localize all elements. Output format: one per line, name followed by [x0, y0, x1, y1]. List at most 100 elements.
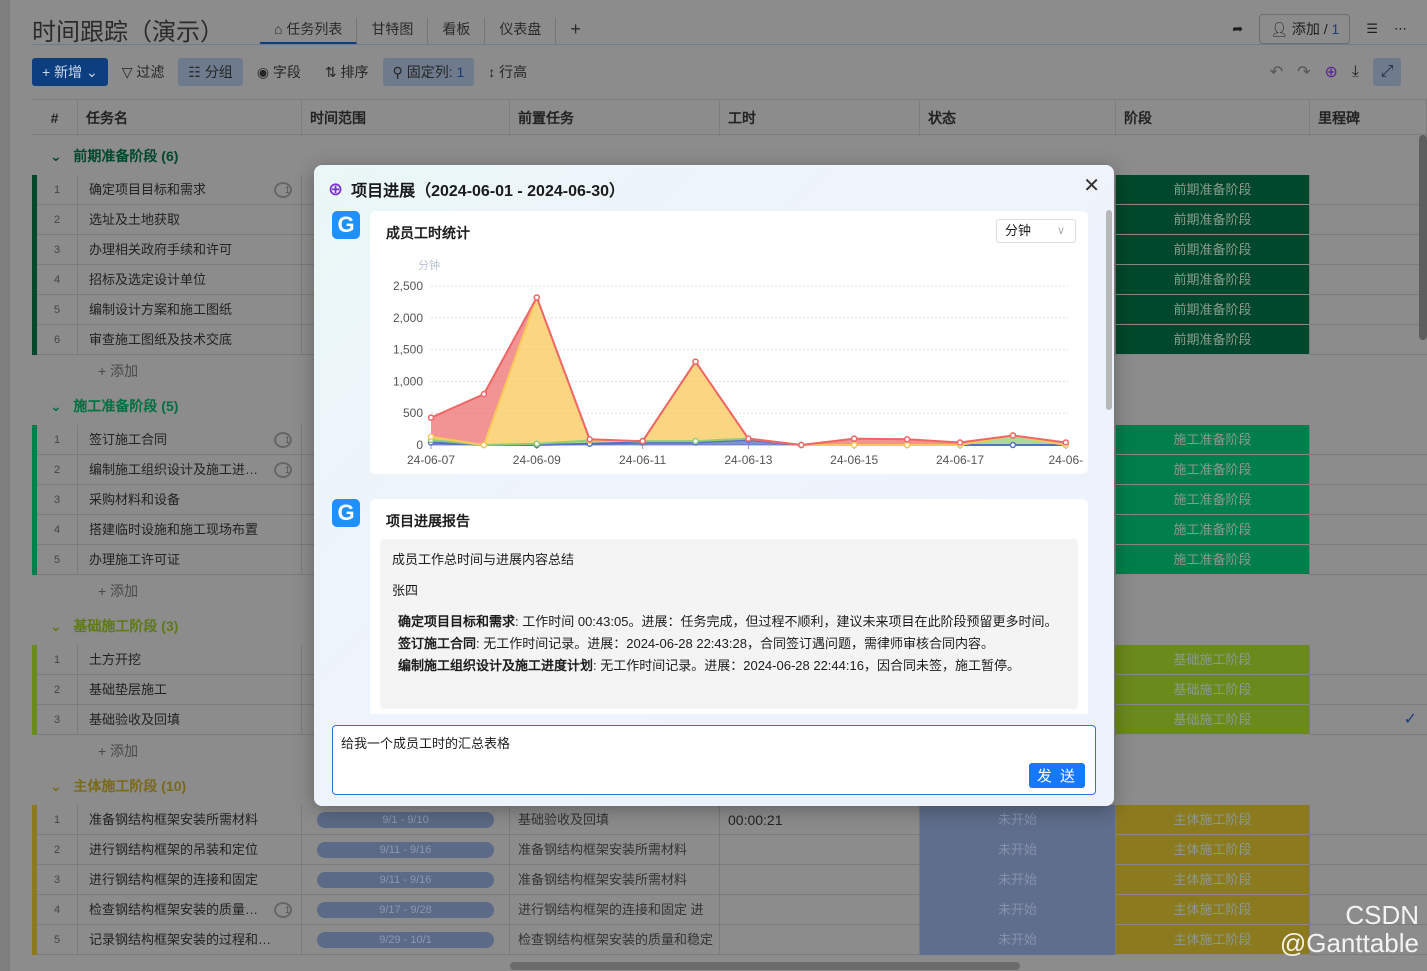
group-header[interactable]: ⌄ 前期准备阶段 (6)	[50, 146, 178, 166]
milestone-cell[interactable]	[1310, 455, 1427, 485]
add-member-button[interactable]: 👤︎ 添加 / 1	[1259, 14, 1351, 44]
add-row-button[interactable]: + 添加	[98, 363, 139, 379]
sort-button[interactable]: ⇅ 排序	[315, 58, 379, 86]
status-cell[interactable]	[920, 705, 1116, 735]
task-name[interactable]: 编制施工组织设计及施工进… 1	[78, 455, 302, 485]
status-cell[interactable]: 未开始	[920, 865, 1116, 895]
col-status[interactable]: 状态	[920, 100, 1116, 136]
status-cell[interactable]	[920, 265, 1116, 295]
data-point[interactable]	[692, 358, 699, 365]
stage-cell[interactable]: 施工准备阶段	[1116, 425, 1310, 455]
stage-cell[interactable]: 前期准备阶段	[1116, 175, 1310, 205]
stage-cell[interactable]: 基础施工阶段	[1116, 675, 1310, 705]
task-name[interactable]: 记录钢结构框架安装的过程和…	[78, 925, 302, 955]
table-row[interactable]: 2 进行钢结构框架的吊装和定位 9/11 - 9/16 准备钢结构框架安装所需材…	[32, 835, 1427, 865]
close-icon[interactable]: ✕	[1083, 175, 1100, 197]
hours-cell[interactable]	[720, 925, 920, 955]
task-name[interactable]: 基础垫层施工	[78, 675, 302, 705]
data-point[interactable]	[533, 440, 541, 447]
comment-icon[interactable]: 1	[274, 182, 292, 198]
stage-cell[interactable]: 前期准备阶段	[1116, 265, 1310, 295]
stage-cell[interactable]: 前期准备阶段	[1116, 325, 1310, 355]
list-settings-icon[interactable]: ☰	[1366, 21, 1378, 36]
add-view-button[interactable]: +	[570, 19, 581, 39]
milestone-cell[interactable]	[1310, 545, 1427, 575]
ai-icon[interactable]: ⊕	[1324, 64, 1338, 81]
task-name[interactable]: 进行钢结构框架的吊装和定位	[78, 835, 302, 865]
status-cell[interactable]	[920, 205, 1116, 235]
milestone-cell[interactable]	[1310, 835, 1427, 865]
data-point[interactable]	[427, 414, 435, 421]
col-milestone[interactable]: 里程碑	[1310, 100, 1427, 136]
status-cell[interactable]	[920, 515, 1116, 545]
milestone-cell[interactable]	[1310, 265, 1427, 295]
data-point[interactable]	[1009, 441, 1017, 449]
milestone-cell[interactable]	[1310, 205, 1427, 235]
status-cell[interactable]	[920, 295, 1116, 325]
modal-scrollbar[interactable]	[1106, 210, 1112, 410]
col-task-name[interactable]: 任务名	[78, 100, 302, 136]
task-name[interactable]: 办理相关政府手续和许可	[78, 235, 302, 265]
stage-cell[interactable]: 施工准备阶段	[1116, 545, 1310, 575]
data-point[interactable]	[533, 294, 541, 301]
milestone-cell[interactable]	[1310, 805, 1427, 835]
col-time-range[interactable]: 时间范围	[302, 100, 510, 136]
predecessor-cell[interactable]: 基础验收及回填	[510, 805, 720, 835]
comment-icon[interactable]: 1	[274, 462, 292, 478]
stage-cell[interactable]: 主体施工阶段	[1116, 805, 1310, 835]
data-point[interactable]	[850, 441, 858, 449]
task-name[interactable]: 招标及选定设计单位	[78, 265, 302, 295]
stage-cell[interactable]: 施工准备阶段	[1116, 485, 1310, 515]
data-point[interactable]	[903, 436, 911, 443]
comment-icon[interactable]: 1	[274, 902, 292, 918]
fullscreen-icon[interactable]: ⤢	[1373, 58, 1401, 86]
download-icon[interactable]: ⤓	[1351, 63, 1359, 80]
data-point[interactable]	[639, 437, 646, 445]
table-row[interactable]: 4 招标及选定设计单位 前期准备阶段	[32, 265, 1427, 295]
chat-input[interactable]: 给我一个成员工时的汇总表格 发 送	[332, 725, 1096, 795]
task-name[interactable]: 检查钢结构框架安装的质量… 1	[78, 895, 302, 925]
status-cell[interactable]: 未开始	[920, 925, 1116, 955]
stage-cell[interactable]: 主体施工阶段	[1116, 865, 1310, 895]
status-cell[interactable]	[920, 455, 1116, 485]
time-range-cell[interactable]: 9/11 - 9/16	[302, 835, 510, 865]
status-cell[interactable]	[920, 175, 1116, 205]
task-name[interactable]: 办理施工许可证	[78, 545, 302, 575]
status-cell[interactable]	[920, 235, 1116, 265]
pinned-columns-button[interactable]: ⚲ 固定列: 1	[382, 58, 475, 86]
milestone-cell[interactable]	[1310, 235, 1427, 265]
unit-select[interactable]: 分钟 ∨	[996, 219, 1076, 243]
share-icon[interactable]: ➦	[1232, 21, 1244, 36]
time-range-cell[interactable]: 9/29 - 10/1	[302, 925, 510, 955]
time-range-cell[interactable]: 9/1 - 9/10	[302, 805, 510, 835]
add-row-button[interactable]: + 添加	[98, 583, 139, 599]
col-predecessor[interactable]: 前置任务	[510, 100, 720, 136]
comment-icon[interactable]: 1	[274, 432, 292, 448]
data-point[interactable]	[692, 437, 699, 445]
status-cell[interactable]	[920, 645, 1116, 675]
task-name[interactable]: 基础验收及回填	[78, 705, 302, 735]
table-row[interactable]: 2 编制施工组织设计及施工进… 1 施工准备阶段	[32, 455, 1427, 485]
task-name[interactable]: 编制设计方案和施工图纸	[78, 295, 302, 325]
milestone-cell[interactable]	[1310, 515, 1427, 545]
data-point[interactable]	[480, 441, 488, 449]
milestone-cell[interactable]	[1310, 645, 1427, 675]
task-name[interactable]: 准备钢结构框架安装所需材料	[78, 805, 302, 835]
tab-gantt[interactable]: 甘特图	[357, 18, 429, 44]
milestone-cell[interactable]: ✓	[1403, 711, 1417, 728]
task-name[interactable]: 确定项目目标和需求 1	[78, 175, 302, 205]
status-cell[interactable]	[920, 425, 1116, 455]
milestone-cell[interactable]	[1310, 485, 1427, 515]
time-range-cell[interactable]: 9/11 - 9/16	[302, 865, 510, 895]
data-point[interactable]	[956, 439, 964, 446]
tab-kanban[interactable]: 看板	[428, 18, 486, 44]
group-header[interactable]: ⌄ 基础施工阶段 (3)	[50, 616, 178, 636]
time-range-cell[interactable]: 9/17 - 9/28	[302, 895, 510, 925]
table-row[interactable]: 1 准备钢结构框架安装所需材料 9/1 - 9/10 基础验收及回填 00:00…	[32, 805, 1427, 835]
stage-cell[interactable]: 施工准备阶段	[1116, 515, 1310, 545]
milestone-cell[interactable]	[1310, 865, 1427, 895]
task-name[interactable]: 选址及土地获取	[78, 205, 302, 235]
milestone-cell[interactable]	[1310, 675, 1427, 705]
tab-task-list[interactable]: ⌂ 任务列表	[260, 18, 358, 44]
data-point[interactable]	[850, 435, 858, 442]
